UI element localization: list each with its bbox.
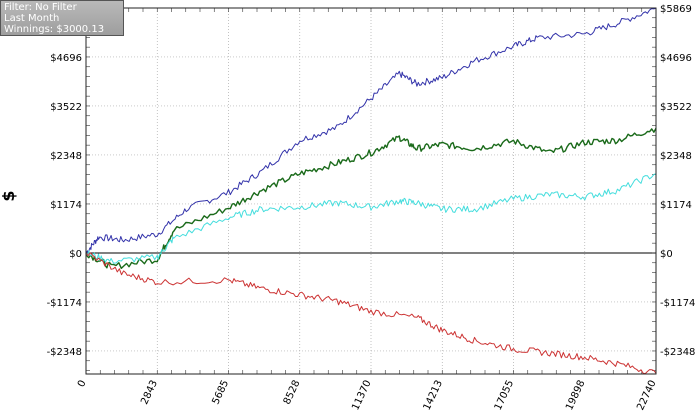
- grid-lines: [86, 8, 656, 374]
- x-tick-labels: 0 2843 5685 8528 11370 14213 17055 19898 22740: [76, 379, 659, 412]
- x-tick-label: 17055: [493, 379, 516, 412]
- x-tick-label: 8528: [282, 379, 303, 407]
- y-tick-label-right: $1174: [660, 200, 692, 211]
- y-tick-label-left: -$1174: [47, 298, 82, 309]
- series-lines: [85, 7, 657, 375]
- y-axis-label: $: [0, 190, 18, 201]
- plot-frame: [85, 7, 657, 375]
- y-tick-label-right: $4696: [660, 53, 692, 64]
- y-tick-label-right: $2348: [660, 151, 692, 162]
- x-tick-label: 5685: [210, 379, 231, 407]
- winnings-label: Winnings: $3000.13: [4, 24, 105, 35]
- series-line-1: [85, 127, 657, 269]
- y-tick-labels-left: -$2348-$1174$0$1174$2348$3522$4696$5869: [47, 4, 82, 358]
- y-tick-label-right: $0: [660, 249, 673, 260]
- y-tick-labels-right: -$2348 -$1174 $0 $1174 $2348 $3522 $4696 $5869: [660, 4, 695, 358]
- y-tick-label-right: -$2348: [660, 347, 695, 358]
- x-tick-label: 19898: [564, 379, 587, 412]
- x-tick-label: 14213: [422, 379, 445, 412]
- y-tick-label-right: -$1174: [660, 298, 695, 309]
- x-tick-label: 22740: [635, 379, 658, 412]
- y-tick-label-left: -$2348: [47, 347, 82, 358]
- y-tick-label-right: $5869: [660, 4, 692, 15]
- series-line-0: [85, 7, 657, 254]
- series-line-2: [85, 173, 657, 264]
- period-label: Last Month: [4, 13, 60, 24]
- x-tick-label: 2843: [139, 379, 160, 407]
- series-line-3: [85, 252, 657, 375]
- y-tick-label-left: $1174: [50, 200, 82, 211]
- y-tick-label-left: $0: [69, 249, 82, 260]
- filter-label: Filter: No Filter: [4, 2, 77, 13]
- y-tick-label-left: $3522: [50, 102, 82, 113]
- x-tick-label: 0: [76, 379, 89, 389]
- filter-info-box: Filter: No Filter Last Month Winnings: $…: [0, 0, 124, 36]
- y-tick-label-left: $2348: [50, 151, 82, 162]
- x-tick-label: 11370: [350, 379, 373, 412]
- y-tick-label-right: $3522: [660, 102, 692, 113]
- y-tick-label-left: $4696: [50, 53, 82, 64]
